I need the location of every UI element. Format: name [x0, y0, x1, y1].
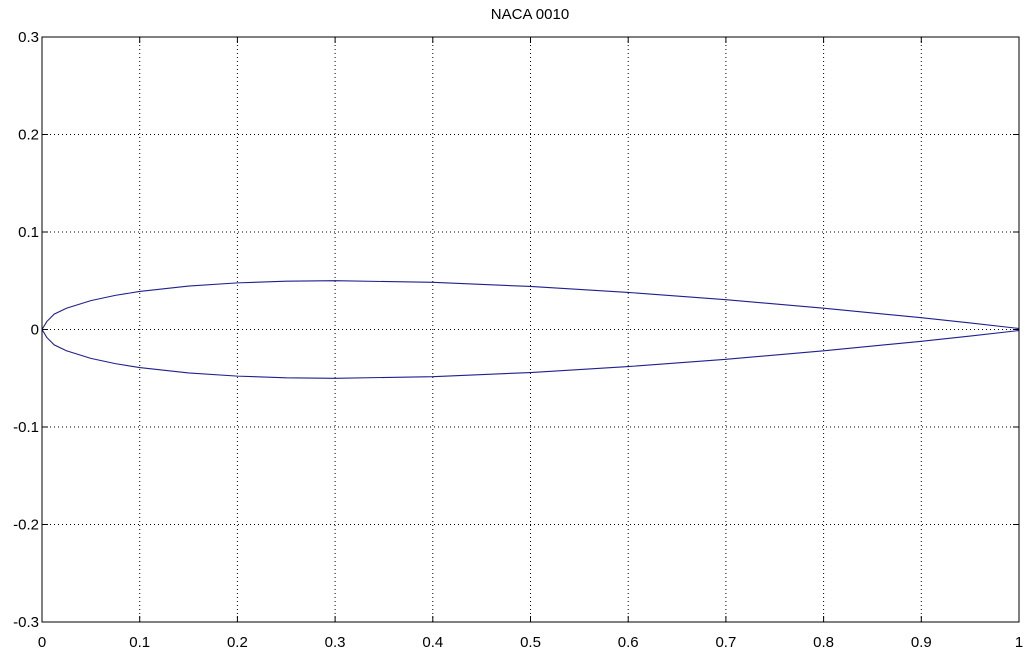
x-tick-label: 0.7: [715, 634, 736, 651]
x-tick-label: 0.5: [520, 634, 541, 651]
lower-surface-line: [41, 329, 1020, 379]
y-tick-label: -0.3: [13, 614, 39, 631]
y-tick-label: 0: [31, 322, 39, 339]
x-tick-label: 0.8: [813, 634, 834, 651]
y-tick-label: -0.1: [13, 419, 39, 436]
chart-title: NACA 0010: [490, 6, 570, 23]
x-tick-label: 0.2: [227, 634, 248, 651]
x-tick-label: 1: [1015, 634, 1023, 651]
x-tick-label: 0.6: [618, 634, 639, 651]
x-tick-label: 0.1: [129, 634, 150, 651]
x-tick-label: 0: [38, 634, 46, 651]
x-tick-label: 0.4: [422, 634, 443, 651]
grid-lines: [42, 37, 1019, 622]
upper-surface-line: [41, 280, 1020, 330]
y-tick-label: 0.1: [18, 224, 39, 241]
axes-frame: [41, 36, 1020, 623]
y-tick-label: -0.2: [13, 517, 39, 534]
x-tick-label: 0.9: [911, 634, 932, 651]
x-tick-label: 0.3: [325, 634, 346, 651]
tick-labels: 0 0.1 0.2 0.3 0.4 0.5 0.6 0.7 0.8 0.9 1 -0.3 -0.2 -0.…: [13, 29, 1023, 651]
y-tick-label: 0.3: [18, 29, 39, 46]
y-tick-label: 0.2: [18, 127, 39, 144]
series-layer: [41, 280, 1020, 379]
